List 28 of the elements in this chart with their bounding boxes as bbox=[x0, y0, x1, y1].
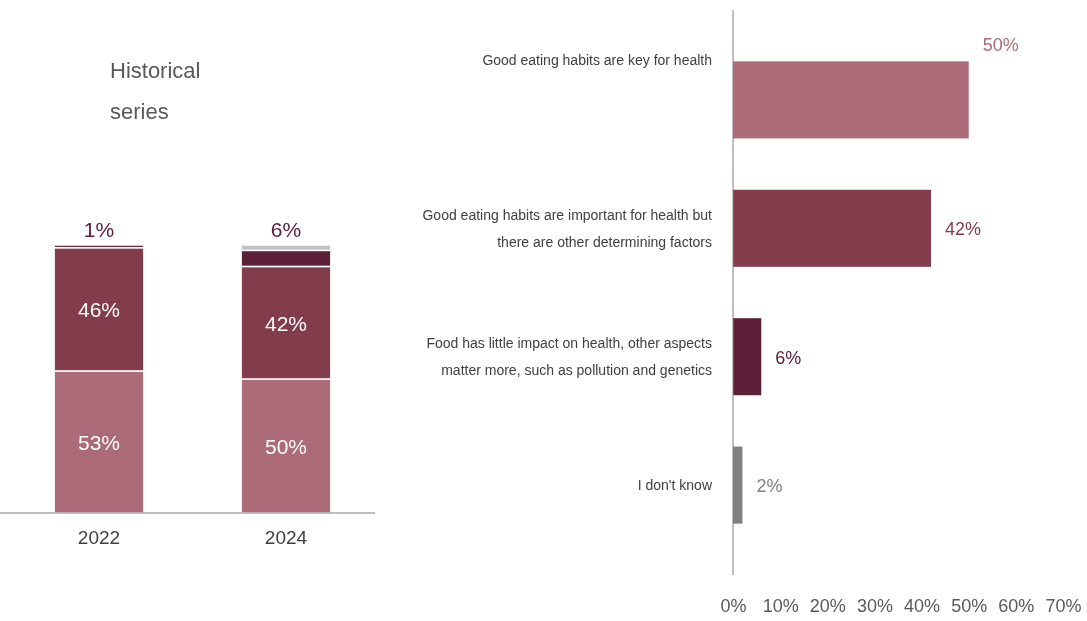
x-tick-label: 40% bbox=[904, 596, 941, 616]
data-label: 6% bbox=[775, 347, 802, 368]
x-tick-label: 60% bbox=[998, 596, 1035, 616]
data-label: 53% bbox=[77, 430, 121, 454]
chart-title: Historical series bbox=[110, 58, 201, 124]
x-tick-label: 20% bbox=[809, 596, 846, 616]
x-tick-label: 50% bbox=[951, 596, 988, 616]
x-tick-label: 10% bbox=[762, 596, 799, 616]
x-tick-label: 70% bbox=[1045, 596, 1082, 616]
y-tick-label: Good eating habits are important for health but there are other determining factors bbox=[422, 206, 713, 250]
y-tick-label: I don't know bbox=[637, 477, 713, 494]
y-tick-label: Food has little impact on health, other aspects matter more, such as pollution and genetics bbox=[426, 335, 712, 379]
bar bbox=[733, 189, 931, 267]
x-tick-label: 2022 bbox=[77, 527, 121, 548]
x-tick-label: 0% bbox=[720, 596, 747, 616]
data-label: 1% bbox=[83, 218, 115, 241]
x-tick-label: 30% bbox=[856, 596, 893, 616]
data-label: 42% bbox=[264, 311, 308, 335]
data-label: 50% bbox=[982, 35, 1019, 56]
y-tick-label: Good eating habits are key for health bbox=[482, 51, 712, 68]
data-label: 2% bbox=[756, 476, 783, 497]
data-label: 42% bbox=[945, 219, 982, 240]
bar bbox=[733, 318, 762, 396]
data-label: 46% bbox=[77, 298, 121, 322]
data-label: 6% bbox=[270, 218, 302, 241]
data-label: 50% bbox=[264, 435, 308, 458]
x-tick-label: 2024 bbox=[264, 527, 308, 548]
bar bbox=[733, 61, 969, 139]
